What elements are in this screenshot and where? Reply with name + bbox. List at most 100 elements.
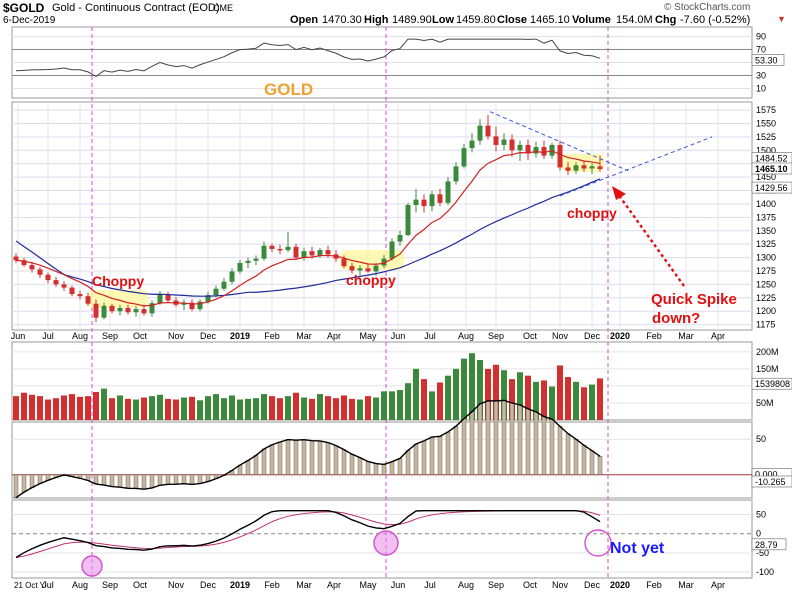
macd-bar <box>37 474 43 484</box>
candlesticks <box>13 114 603 322</box>
volume-bar <box>573 381 579 420</box>
x-tick-label-top: Jul <box>424 331 436 341</box>
volume-bar <box>85 396 91 420</box>
volume-bar <box>373 397 379 420</box>
volume-bar <box>141 397 147 420</box>
volume-bar <box>181 397 187 420</box>
candle-body <box>13 256 19 261</box>
close-value: 1465.10 <box>530 14 570 26</box>
volume-bar <box>173 399 179 420</box>
macd-tick-label: 50 <box>756 434 766 444</box>
rsi-line <box>15 38 601 78</box>
x-tick-label-top: Sep <box>488 331 504 341</box>
open-label: Open <box>290 14 319 26</box>
low-value: 1459.80 <box>456 14 496 26</box>
volume-bar <box>45 399 51 420</box>
macd-bar <box>165 474 171 485</box>
spike-arrow-line <box>617 193 685 287</box>
macd-bar <box>301 439 307 475</box>
candle-body <box>589 166 595 169</box>
rsi-tick-label: 10 <box>756 84 766 94</box>
choppy-annotation-3: choppy <box>567 205 617 221</box>
macd-bar <box>541 416 547 475</box>
candle-body <box>245 260 251 263</box>
x-tick-label-top: Sep <box>102 331 118 341</box>
oscillator-lines <box>15 509 601 559</box>
price-tick-label: 1450 <box>756 172 776 182</box>
sma-line <box>15 178 601 297</box>
x-tick-label-top: May <box>359 331 377 341</box>
macd-bar <box>437 436 443 475</box>
volume-bar <box>485 368 491 420</box>
rsi-tick-label: 90 <box>756 32 766 42</box>
x-tick-label-top: Apr <box>327 331 341 341</box>
macd-bar <box>357 457 363 475</box>
instrument-name: Gold - Continuous Contract (EOD) <box>52 2 220 14</box>
x-tick-label-bottom: Oct <box>133 580 148 590</box>
macd-bar <box>381 464 387 475</box>
volume-bar <box>229 395 235 420</box>
candle-body <box>213 288 219 296</box>
volume-bar <box>157 394 163 420</box>
volume-bar <box>253 398 259 420</box>
volume-bar <box>13 396 19 420</box>
candle-body <box>229 271 235 282</box>
osc-tag-label: 28.79 <box>755 540 778 550</box>
volume-bar <box>109 398 115 420</box>
candle-body <box>477 125 483 141</box>
volume-bar <box>261 394 267 420</box>
candle-body <box>77 294 83 297</box>
x-tick-label-top: Nov <box>552 331 569 341</box>
volume-bar <box>581 387 587 420</box>
open-value: 1470.30 <box>322 14 362 26</box>
macd-bar <box>493 400 499 475</box>
candle-body <box>269 245 275 249</box>
chg-down-arrow-icon: ▼ <box>777 14 786 24</box>
volume-tag-box <box>751 377 792 390</box>
macd-bar <box>509 402 515 475</box>
volume-bar <box>525 375 531 420</box>
symbol: $GOLD <box>3 1 45 15</box>
volume-bar <box>469 353 475 420</box>
volume-bar <box>77 396 83 420</box>
price-tick-label: 1225 <box>756 293 776 303</box>
volume-bar <box>557 365 563 420</box>
candle-body <box>53 280 59 285</box>
macd-bar <box>413 443 419 475</box>
x-tick-label-bottom: Oct <box>523 580 538 590</box>
candle-body <box>133 309 139 313</box>
macd-bar <box>133 474 139 489</box>
volume-bar <box>221 398 227 420</box>
macd-bar <box>29 474 35 488</box>
macd-bar <box>501 400 507 475</box>
volume-bar <box>117 395 123 420</box>
spike-arrow-head-icon <box>612 186 626 200</box>
rsi-tick-label: 30 <box>756 71 766 81</box>
volume-label: Volume <box>572 14 611 26</box>
macd-bar <box>93 474 99 485</box>
candle-body <box>125 308 131 313</box>
candle-body <box>261 245 267 259</box>
volume-bar <box>365 396 371 420</box>
volume-bar <box>293 392 299 420</box>
x-tick-label-bottom: Jul <box>424 580 436 590</box>
candle-body <box>109 305 115 312</box>
candle-body <box>149 303 155 314</box>
volume-tick-label: 150M <box>756 364 779 374</box>
macd-bar <box>293 439 299 475</box>
macd-bar <box>317 440 323 475</box>
choppy-annotation-1: Choppy <box>92 273 144 289</box>
macd-bar <box>485 400 491 475</box>
chart-date: 6-Dec-2019 <box>3 15 56 26</box>
price-tick-label: 1575 <box>756 105 776 115</box>
price-tick-label: 1525 <box>756 132 776 142</box>
x-tick-label-top: Dec <box>584 331 601 341</box>
x-tick-label-bottom: Aug <box>72 580 88 590</box>
highlight-circle <box>373 530 399 556</box>
candle-body <box>365 268 371 272</box>
osc-tick-label: -100 <box>756 567 774 577</box>
macd-histogram <box>13 399 603 499</box>
volume-tick-label: 200M <box>756 347 779 357</box>
macd-bar <box>477 403 483 475</box>
macd-panel <box>11 421 753 499</box>
